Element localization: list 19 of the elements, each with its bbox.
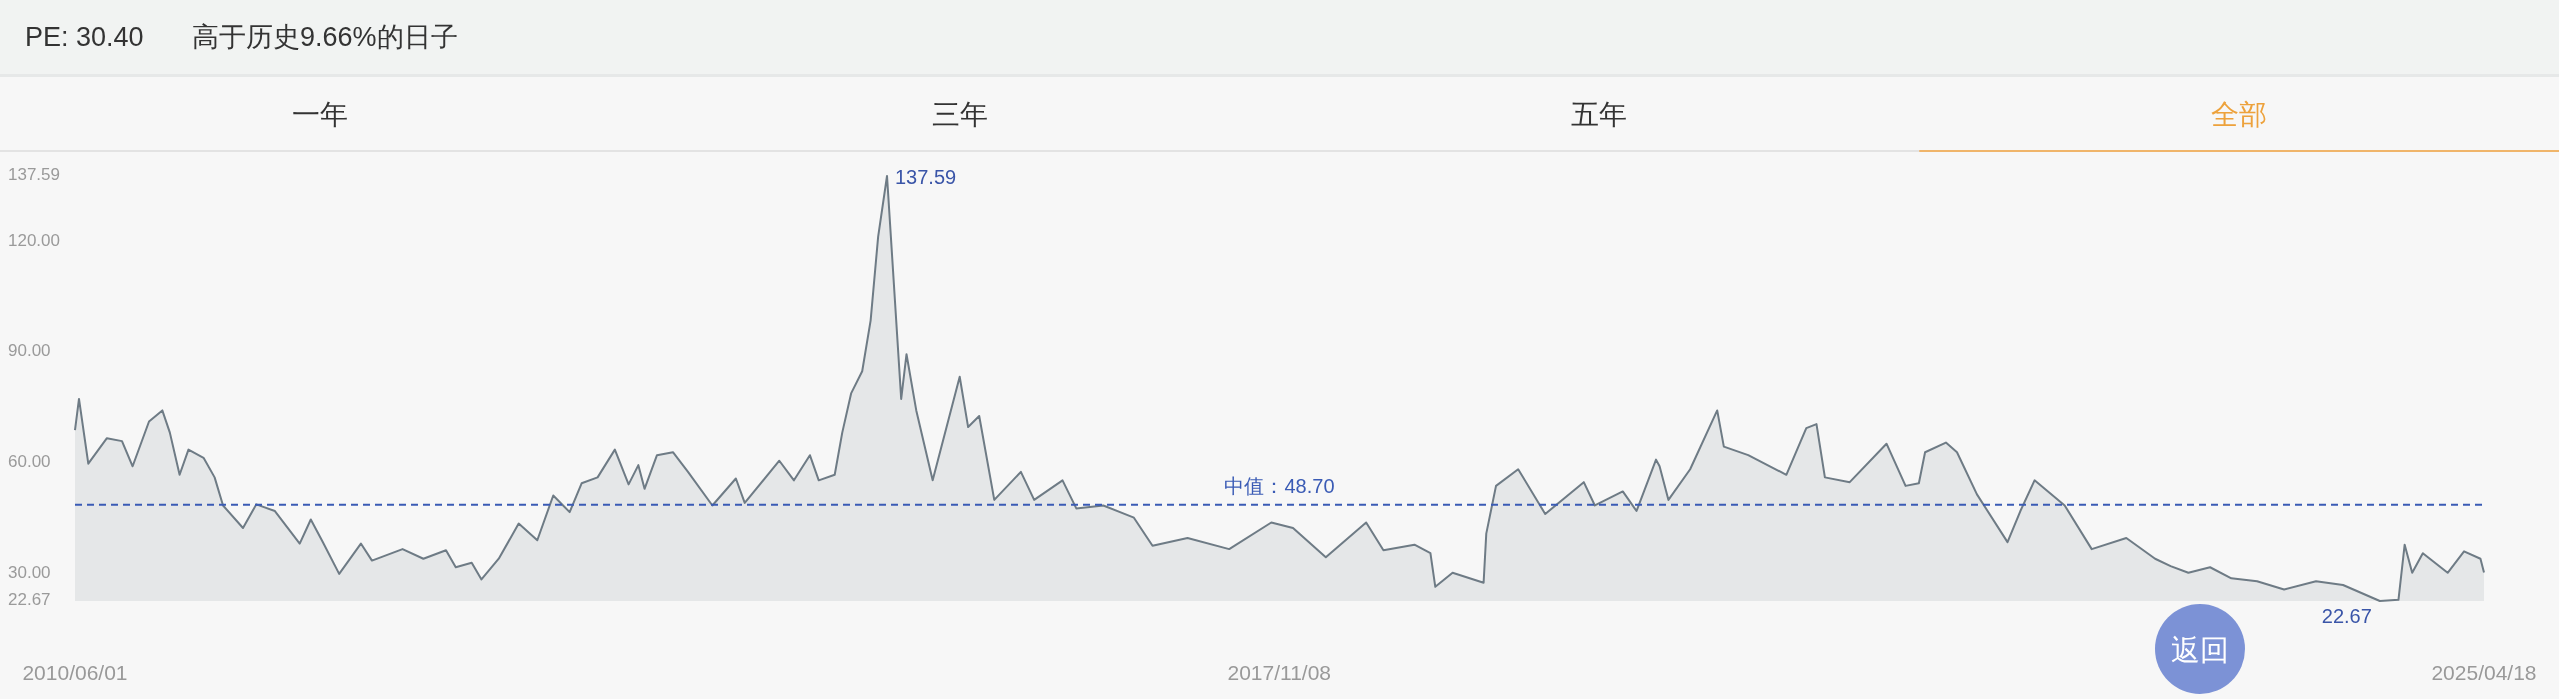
y-tick-label: 60.00	[8, 452, 51, 472]
text: 三年	[931, 99, 988, 130]
text: 一年	[291, 99, 348, 130]
text: 五年	[1571, 99, 1628, 130]
annotation: 137.59	[895, 166, 957, 188]
y-tick-label: 22.67	[8, 590, 51, 610]
y-tick-label: 90.00	[8, 341, 51, 361]
text: 返回	[2171, 634, 2229, 666]
y-tick-label: 137.59	[8, 165, 60, 185]
x-tick-label: 2025/04/18	[2431, 661, 2537, 684]
chart-subtitle: 高于历史9.66%的日子	[192, 22, 458, 52]
y-tick-label: 30.00	[8, 563, 51, 583]
ref-line-label: 中值：48.70	[1224, 474, 1335, 497]
x-tick-label: 2010/06/01	[22, 661, 128, 684]
text: 全部	[2211, 99, 2268, 130]
annotation: 22.67	[2321, 605, 2372, 627]
y-tick-label: 120.00	[8, 230, 60, 250]
x-tick-label: 2017/11/08	[1227, 661, 1332, 684]
chart-title: PE: 30.40	[25, 22, 144, 52]
